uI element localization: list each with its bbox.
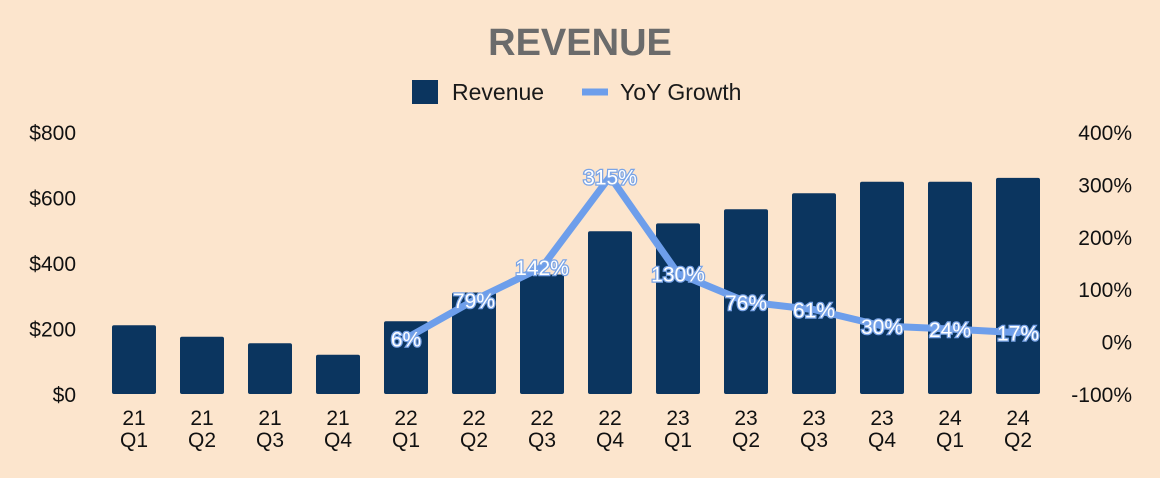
right-tick-label: 400% [1078,122,1132,145]
x-tick-label: 23 Q1 [664,407,692,452]
yoy-growth-data-label: 24% [929,319,971,342]
legend-swatch-revenue [412,80,438,104]
yoy-growth-data-label: 61% [793,300,835,323]
left-tick-label: $0 [53,384,76,407]
left-tick-label: $400 [29,253,76,276]
revenue-bars [112,177,1040,394]
yoy-growth-polyline [402,173,1022,342]
x-tick-label: 22 Q2 [460,407,488,452]
x-tick-label: 21 Q4 [324,407,352,452]
right-tick-label: 0% [1102,332,1132,355]
x-tick-label: 23 Q2 [732,407,760,452]
yoy-growth-point [810,306,818,314]
x-tick-label: 23 Q3 [800,407,828,452]
left-axis: $0 $200 $400 $600 $800 [29,122,76,407]
x-tick-label: 24 Q1 [936,407,964,452]
right-tick-label: 100% [1078,279,1132,302]
right-axis: -100% 0% 100% 200% 300% 400% [1071,122,1132,407]
left-tick-label: $800 [29,122,76,145]
revenue-bar [996,177,1040,394]
revenue-bar [384,321,428,394]
legend: Revenue YoY Growth [412,79,741,105]
yoy-growth-data-label: 30% [861,316,903,339]
chart-title: REVENUE [488,22,672,64]
legend-label-yoy-growth: YoY Growth [620,79,741,105]
x-tick-label: 21 Q1 [120,407,148,452]
revenue-bar [248,343,292,394]
yoy-growth-point [538,263,546,271]
x-tick-label: 22 Q1 [392,407,420,452]
revenue-bar [112,325,156,394]
yoy-growth-labels: 6% 79% 142% 315% 130% 76% 61% 30% 24% 17% [390,165,1041,352]
x-tick-label: 23 Q4 [868,407,896,452]
x-axis: 21 Q1 21 Q2 21 Q3 21 Q4 22 Q1 22 Q2 22 Q3 22 Q4 23 Q1 23 Q2… [120,407,1032,452]
x-tick-label: 21 Q3 [256,407,284,452]
yoy-growth-data-label: 6% [391,328,421,351]
yoy-growth-data-label: 315% [583,167,637,190]
yoy-growth-point [402,334,410,342]
yoy-growth-point [1014,329,1022,337]
x-tick-label: 24 Q2 [1004,407,1032,452]
revenue-bar [860,181,904,394]
revenue-bar [452,292,496,394]
yoy-growth-point [674,269,682,277]
yoy-growth-point [878,322,886,330]
x-tick-label: 22 Q4 [596,407,624,452]
right-tick-label: 300% [1078,174,1132,197]
revenue-bar [792,193,836,394]
revenue-bar [316,354,360,394]
x-tick-label: 22 Q3 [528,407,556,452]
yoy-growth-line [402,173,1022,342]
revenue-bar [656,223,700,394]
left-tick-label: $600 [29,188,76,211]
yoy-growth-data-label: 76% [725,292,767,315]
legend-label-revenue: Revenue [452,79,544,105]
revenue-bar [588,231,632,394]
revenue-bar [180,336,224,394]
x-tick-label: 21 Q2 [188,407,216,452]
yoy-growth-point [946,325,954,333]
yoy-growth-point [470,296,478,304]
revenue-bar [520,274,564,394]
yoy-growth-data-label: 130% [651,263,705,286]
right-tick-label: 200% [1078,227,1132,250]
right-tick-label: -100% [1071,384,1132,407]
yoy-growth-data-label: 79% [453,290,495,313]
yoy-growth-data-label: 142% [515,257,569,280]
yoy-growth-point [742,298,750,306]
revenue-bar [928,181,972,394]
yoy-growth-data-label: 17% [997,323,1039,346]
left-tick-label: $200 [29,319,76,342]
yoy-growth-point [606,173,614,181]
